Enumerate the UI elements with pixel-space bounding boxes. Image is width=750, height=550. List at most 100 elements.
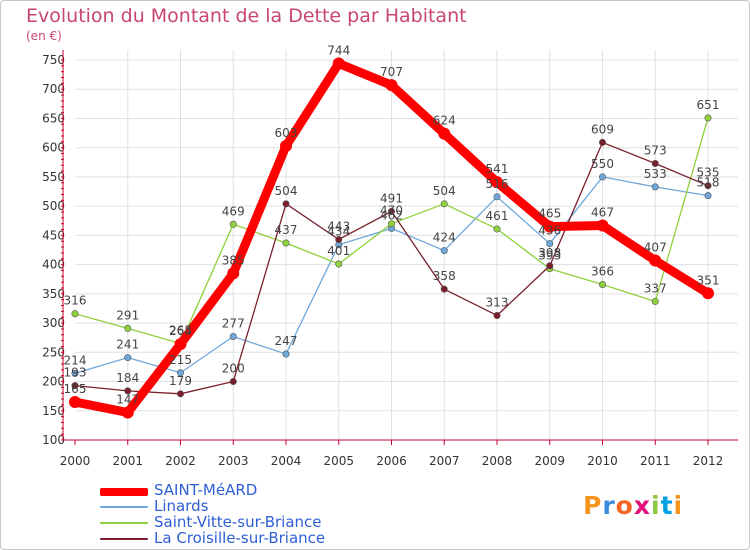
data-point <box>227 267 240 280</box>
data-label: 461 <box>486 209 509 223</box>
data-point <box>649 254 662 267</box>
data-point <box>282 350 290 358</box>
data-point <box>704 114 712 122</box>
data-point <box>491 176 503 189</box>
data-label: 215 <box>169 353 192 367</box>
x-tick-label: 2009 <box>534 454 565 468</box>
data-label: 504 <box>275 184 298 198</box>
legend-label: La Croisille-sur-Briance <box>154 529 326 547</box>
x-tick-label: 2007 <box>429 454 460 468</box>
grid <box>75 50 738 440</box>
data-label: 535 <box>697 166 720 180</box>
data-point <box>71 310 79 318</box>
data-point <box>229 220 237 228</box>
data-label: 504 <box>433 184 456 198</box>
x-tick-label: 2003 <box>218 454 249 468</box>
data-point <box>174 338 187 351</box>
logo-letter: i <box>651 491 661 520</box>
data-point <box>543 220 556 233</box>
data-label: 193 <box>64 366 87 380</box>
y-tick-label: 400 <box>42 258 65 272</box>
legend-swatch <box>100 522 148 524</box>
y-tick-label: 650 <box>42 111 65 125</box>
data-point <box>493 225 501 233</box>
data-point <box>177 390 185 398</box>
data-label: 147 <box>116 393 139 407</box>
data-point <box>121 406 134 419</box>
chart-title: Evolution du Montant de la Dette par Hab… <box>26 5 467 27</box>
x-tick-label: 2005 <box>323 454 354 468</box>
data-point <box>280 139 292 152</box>
data-label: 366 <box>591 264 614 278</box>
x-tick-label: 2010 <box>587 454 618 468</box>
data-point <box>651 159 659 167</box>
data-label: 744 <box>327 44 350 58</box>
x-tick-label: 2008 <box>482 454 513 468</box>
proxiti-logo: Proxiti <box>583 491 683 520</box>
data-label: 179 <box>169 374 192 388</box>
data-label: 247 <box>275 334 298 348</box>
y-tick-label: 300 <box>42 316 65 330</box>
data-point <box>651 183 659 191</box>
y-tick-label: 350 <box>42 287 65 301</box>
data-label: 351 <box>697 273 720 287</box>
x-tick-label: 2012 <box>693 454 724 468</box>
data-label: 184 <box>116 371 139 385</box>
data-point <box>71 382 79 390</box>
data-point <box>440 200 448 208</box>
data-label: 424 <box>433 231 456 245</box>
data-point <box>229 378 237 386</box>
legend-swatch <box>100 506 148 508</box>
data-label: 407 <box>644 241 667 255</box>
y-tick-label: 600 <box>42 141 65 155</box>
data-point <box>335 235 343 243</box>
legend-swatch <box>100 488 148 496</box>
data-label: 264 <box>169 324 192 338</box>
y-tick-label: 700 <box>42 82 65 96</box>
data-point <box>493 311 501 319</box>
data-point <box>124 387 132 395</box>
x-tick-label: 2001 <box>112 454 143 468</box>
data-point <box>385 79 398 92</box>
logo-letter: r <box>602 491 616 520</box>
data-point <box>124 324 132 332</box>
data-label: 313 <box>486 295 509 309</box>
data-label: 603 <box>275 126 298 140</box>
data-label: 465 <box>538 207 561 221</box>
x-tick-label: 2011 <box>640 454 671 468</box>
data-label: 401 <box>327 244 350 258</box>
data-point <box>546 262 554 270</box>
y-tick-label: 500 <box>42 199 65 213</box>
data-label: 541 <box>486 162 509 176</box>
data-label: 609 <box>591 122 614 136</box>
logo-letter: o <box>615 491 634 520</box>
data-point <box>229 333 237 341</box>
data-point <box>493 193 501 201</box>
data-label: 651 <box>697 98 720 112</box>
legend-swatch <box>100 538 148 540</box>
data-label: 707 <box>380 65 403 79</box>
x-tick-label: 2004 <box>271 454 302 468</box>
data-label: 434 <box>327 225 350 239</box>
data-label: 462 <box>380 208 403 222</box>
data-labels: 165 147 264 385 603 744 707 624 541 465 467 407 351 2… <box>64 44 720 407</box>
data-point <box>335 260 343 268</box>
data-point <box>704 182 712 190</box>
data-point <box>69 396 81 408</box>
data-point <box>440 247 448 255</box>
data-label: 469 <box>222 204 245 218</box>
data-point <box>387 207 395 215</box>
data-point <box>332 57 345 70</box>
data-point <box>596 219 609 232</box>
data-label: 436 <box>538 224 561 238</box>
data-label: 550 <box>591 157 614 171</box>
data-point <box>440 285 448 293</box>
logo-letter: x <box>633 491 651 520</box>
data-point <box>282 200 290 208</box>
legend-label: SAINT-MéARD <box>154 481 258 499</box>
logo-letter: i <box>673 491 684 520</box>
x-tick-label: 2002 <box>165 454 196 468</box>
data-label: 443 <box>327 219 350 233</box>
